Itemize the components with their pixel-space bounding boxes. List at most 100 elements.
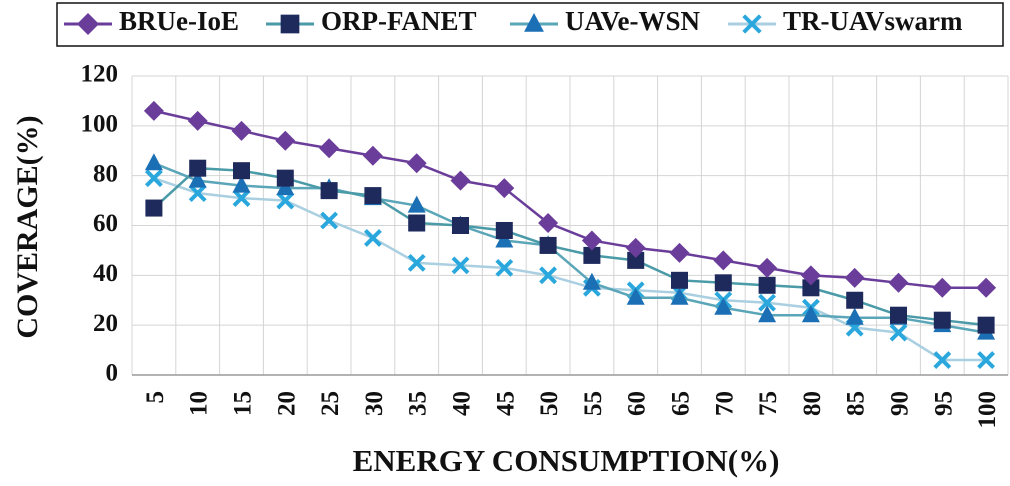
series-brue-ioe bbox=[143, 100, 997, 298]
data-point-square bbox=[758, 276, 776, 294]
data-point-diamond bbox=[362, 145, 383, 166]
data-point-triangle bbox=[758, 305, 777, 323]
x-tick-label: 30 bbox=[361, 391, 388, 416]
data-point-square bbox=[320, 182, 338, 200]
y-tick-label: 40 bbox=[93, 260, 118, 287]
data-point-diamond bbox=[932, 277, 953, 298]
data-point-square bbox=[671, 271, 688, 289]
data-point-diamond bbox=[669, 242, 690, 263]
data-point-square bbox=[495, 221, 513, 239]
x-tick-label: 75 bbox=[755, 391, 782, 416]
data-point-diamond bbox=[187, 110, 208, 131]
x-tick-label: 80 bbox=[799, 391, 826, 416]
cross-stroke bbox=[977, 351, 996, 369]
cross-stroke bbox=[144, 169, 163, 188]
data-point-cross bbox=[539, 266, 558, 285]
data-point-diamond bbox=[319, 138, 340, 159]
x-tick-label: 35 bbox=[405, 391, 432, 416]
grid bbox=[131, 75, 1009, 375]
data-point-cross bbox=[933, 351, 952, 369]
data-point-triangle bbox=[144, 153, 163, 171]
data-point-diamond bbox=[625, 237, 646, 258]
data-point-cross bbox=[363, 229, 382, 247]
x-tick-label: 40 bbox=[449, 391, 476, 416]
data-point-diamond bbox=[976, 277, 997, 298]
data-point-diamond bbox=[231, 120, 252, 141]
data-point-square bbox=[539, 236, 557, 254]
data-point-cross bbox=[451, 256, 470, 275]
x-tick-label: 90 bbox=[887, 391, 914, 416]
x-tick-label: 25 bbox=[317, 391, 344, 416]
axis-labels: COVERAGE(%) ENERGY CONSUMPTION(%) bbox=[11, 115, 780, 478]
legend-entry: UAVe-WSN bbox=[510, 6, 701, 36]
data-point-square bbox=[408, 214, 426, 232]
data-point-square bbox=[233, 162, 250, 180]
data-point-square bbox=[145, 199, 163, 217]
data-point-triangle bbox=[582, 272, 601, 290]
data-point-square bbox=[364, 187, 382, 205]
data-point-triangle bbox=[845, 307, 864, 325]
data-point-cross bbox=[495, 258, 514, 277]
data-point-triangle bbox=[626, 287, 645, 305]
data-point-cross bbox=[407, 253, 426, 272]
legend-label: UAVe-WSN bbox=[565, 6, 701, 36]
data-point-square bbox=[977, 316, 995, 334]
y-tick-label: 100 bbox=[81, 111, 119, 138]
data-point-square bbox=[583, 246, 601, 264]
cross-stroke bbox=[188, 184, 207, 203]
data-point-diamond bbox=[77, 13, 99, 35]
x-tick-label: 100 bbox=[974, 391, 1001, 429]
x-tick-label: 55 bbox=[580, 391, 607, 416]
data-point-square bbox=[452, 217, 469, 234]
x-tick-label: 60 bbox=[624, 391, 651, 416]
y-tick-label: 80 bbox=[93, 160, 118, 187]
y-axis-label: COVERAGE(%) bbox=[11, 115, 44, 338]
cross-stroke bbox=[539, 266, 558, 285]
data-point-square bbox=[280, 14, 300, 34]
data-point-cross bbox=[977, 351, 996, 369]
data-point-diamond bbox=[450, 170, 471, 191]
legend-label: TR-UAVswarm bbox=[783, 6, 963, 36]
data-point-cross bbox=[889, 323, 908, 342]
cross-stroke bbox=[320, 211, 339, 230]
cross-stroke bbox=[276, 191, 295, 210]
x-tick-label: 65 bbox=[668, 391, 695, 416]
cross-stroke bbox=[889, 323, 908, 342]
cross-stroke bbox=[495, 258, 514, 277]
legend-entry: TR-UAVswarm bbox=[728, 6, 963, 36]
cross-stroke bbox=[363, 229, 382, 247]
cross-stroke bbox=[232, 189, 251, 208]
x-tick-label: 95 bbox=[930, 391, 957, 416]
legend-label: ORP-FANET bbox=[321, 6, 477, 36]
data-point-triangle bbox=[524, 13, 544, 32]
data-point-diamond bbox=[888, 272, 909, 293]
x-tick-label: 10 bbox=[186, 391, 213, 416]
data-point-cross bbox=[758, 293, 777, 312]
cross-stroke bbox=[451, 256, 470, 275]
cross-stroke bbox=[742, 14, 762, 34]
data-point-diamond bbox=[800, 265, 821, 286]
x-tick-label: 15 bbox=[230, 391, 257, 416]
data-point-square bbox=[933, 311, 951, 329]
data-point-square bbox=[802, 279, 820, 297]
series-line bbox=[153, 162, 987, 334]
x-tick-label: 50 bbox=[536, 391, 563, 416]
series-layer bbox=[143, 100, 997, 369]
data-point-triangle bbox=[407, 195, 426, 213]
data-point-square bbox=[890, 306, 907, 324]
data-point-cross bbox=[144, 169, 163, 188]
x-tick-label: 70 bbox=[711, 391, 738, 416]
series-orp-fanet bbox=[145, 159, 995, 334]
cross-stroke bbox=[407, 253, 426, 272]
legend: BRUe-IoE ORP-FANET UAVe-WSN TR-UAVswarm bbox=[56, 2, 1004, 47]
y-tick-label: 0 bbox=[106, 360, 119, 387]
data-point-cross bbox=[232, 189, 251, 208]
data-point-triangle bbox=[188, 170, 207, 188]
data-point-cross bbox=[276, 191, 295, 210]
data-point-diamond bbox=[494, 178, 515, 199]
y-tick-label: 120 bbox=[81, 61, 119, 88]
legend-entry: ORP-FANET bbox=[266, 6, 477, 36]
x-tick-label: 85 bbox=[843, 391, 870, 416]
